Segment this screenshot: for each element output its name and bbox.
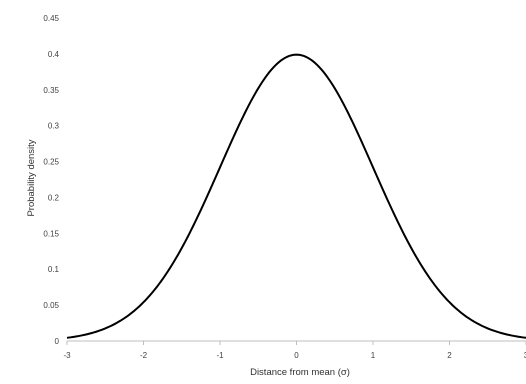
x-axis-ticks: -3 -2 -1 0 1 2 3 — [63, 341, 526, 360]
x-tick-label: 0 — [294, 351, 299, 360]
series-layer — [66, 53, 526, 339]
x-tick-label: 2 — [447, 351, 452, 360]
x-tick-label: -1 — [216, 351, 224, 360]
y-tick-label: 0.15 — [43, 229, 59, 238]
y-tick-label: 0.35 — [43, 86, 59, 95]
y-tick-label: 0.2 — [48, 193, 60, 202]
y-tick-label: 0 — [55, 337, 60, 346]
y-axis-ticks: 0 0.05 0.1 0.15 0.2 0.25 0.3 0.35 0.4 0.45 — [43, 14, 59, 346]
density-curve — [66, 53, 526, 339]
y-tick-label: 0.25 — [43, 158, 59, 167]
x-tick-label: -2 — [140, 351, 148, 360]
y-tick-label: 0.05 — [43, 301, 59, 310]
y-tick-label: 0.3 — [48, 122, 60, 131]
y-tick-label: 0.45 — [43, 14, 59, 23]
x-tick-label: -3 — [63, 351, 71, 360]
y-axis-title: Probability density — [26, 139, 37, 216]
y-tick-label: 0.4 — [48, 50, 60, 59]
y-tick-label: 0.1 — [48, 265, 60, 274]
x-tick-label: 3 — [524, 351, 526, 360]
x-tick-label: 1 — [371, 351, 376, 360]
x-axis-title: Distance from mean (σ) — [250, 367, 350, 378]
